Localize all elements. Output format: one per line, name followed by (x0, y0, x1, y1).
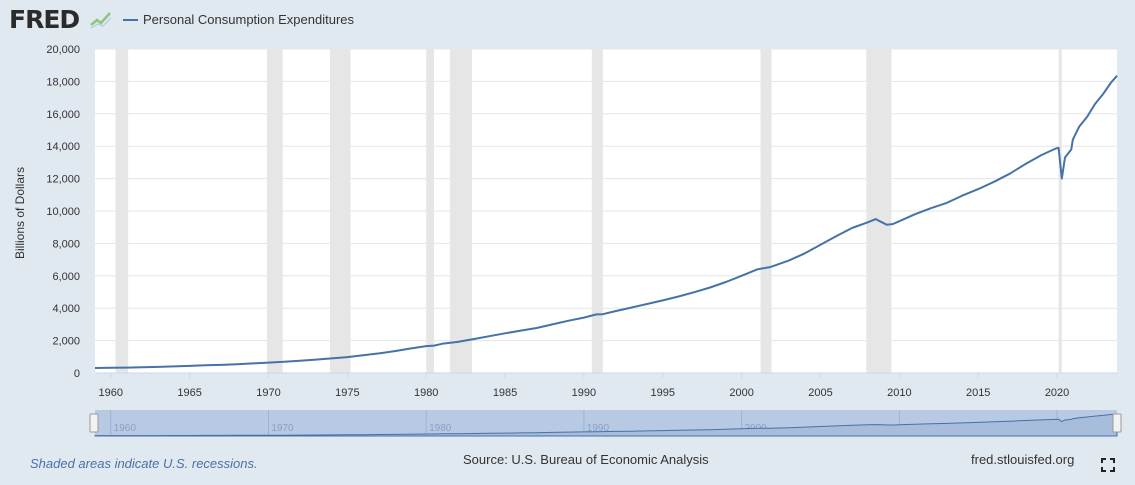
site-link[interactable]: fred.stlouisfed.org (971, 452, 1075, 467)
x-tick-label: 2020 (1045, 387, 1069, 399)
y-tick-label: 16,000 (46, 109, 80, 121)
x-tick-label: 2010 (887, 387, 911, 399)
y-tick-label: 0 (74, 368, 80, 380)
y-tick-label: 12,000 (46, 174, 80, 186)
y-tick-label: 6,000 (52, 271, 80, 283)
range-navigator[interactable]: 1960197019801990200020102020 (89, 410, 1122, 437)
x-tick-label: 1970 (256, 387, 280, 399)
fred-logo[interactable]: FRED (9, 5, 80, 34)
fred-line-chart-icon (89, 8, 113, 30)
chart-header: FRED Personal Consumption Expenditures (0, 0, 1135, 40)
x-tick-label: 1975 (335, 387, 359, 399)
source-text: Source: U.S. Bureau of Economic Analysis (463, 452, 709, 467)
y-axis-ticks: 0 2,000 4,000 6,000 8,000 10,000 12,000 14,000 1… (46, 44, 80, 380)
x-tick-label: 1980 (414, 387, 438, 399)
y-axis-label: Billions of Dollars (13, 167, 27, 259)
range-handle-left[interactable] (89, 413, 99, 433)
navigator-series-area (94, 413, 1118, 437)
y-tick-label: 14,000 (46, 141, 80, 153)
fullscreen-icon[interactable] (1101, 458, 1115, 472)
x-tick-label: 1985 (493, 387, 517, 399)
navigator-tick-label: 1980 (429, 423, 452, 434)
series-line-pce[interactable] (94, 75, 1118, 369)
x-axis-ticks: 1960 1965 1970 1975 1980 1985 1990 1995 2000 2005… (95, 372, 1117, 399)
recession-note: Shaded areas indicate U.S. recessions. (30, 456, 258, 471)
navigator-tick-label: 1990 (587, 423, 610, 434)
x-tick-label: 2005 (808, 387, 832, 399)
x-tick-label: 1990 (572, 387, 596, 399)
navigator-tick-label: 1960 (114, 423, 137, 434)
x-tick-label: 2015 (966, 387, 990, 399)
y-tick-label: 4,000 (52, 303, 80, 315)
x-tick-label: 1965 (177, 387, 201, 399)
legend-series-label[interactable]: Personal Consumption Expenditures (143, 12, 355, 27)
legend-swatch (123, 19, 138, 21)
y-tick-label: 18,000 (46, 76, 80, 88)
y-tick-label: 8,000 (52, 238, 80, 250)
chart-area: 0 2,000 4,000 6,000 8,000 10,000 12,000 14,000 1… (13, 44, 1122, 437)
x-tick-label: 1960 (99, 387, 123, 399)
x-tick-label: 2000 (729, 387, 753, 399)
x-tick-label: 1995 (651, 387, 675, 399)
range-handle-right[interactable] (1112, 413, 1122, 433)
y-tick-label: 20,000 (46, 44, 80, 56)
y-tick-label: 10,000 (46, 206, 80, 218)
y-tick-label: 2,000 (52, 336, 80, 348)
navigator-tick-label: 1970 (271, 423, 294, 434)
